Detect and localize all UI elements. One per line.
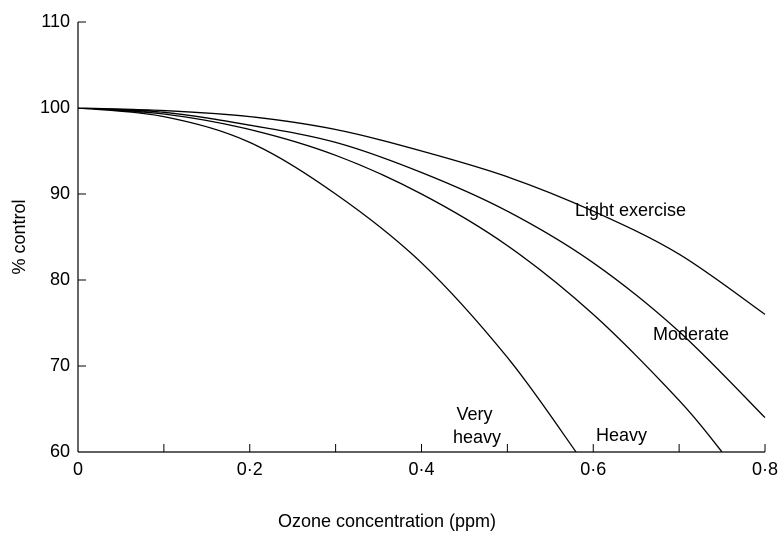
x-axis-label: Ozone concentration (ppm) <box>278 511 496 531</box>
x-tick-label: 0 <box>73 459 83 479</box>
y-tick-label: 90 <box>50 183 70 203</box>
curve <box>77 107 723 453</box>
y-tick-label: 80 <box>50 269 70 289</box>
series-label: Very heavy <box>453 404 501 447</box>
curve <box>77 107 766 315</box>
curve <box>77 107 577 453</box>
y-tick-label: 110 <box>41 11 70 31</box>
x-tick-label: 0·4 <box>408 459 434 479</box>
x-tick-label: 0·2 <box>237 459 263 479</box>
curve <box>77 107 766 419</box>
y-axis-label: % control <box>9 199 29 274</box>
y-tick-label: 70 <box>50 355 70 375</box>
series-label: Heavy <box>596 425 647 445</box>
y-tick-label: 60 <box>50 441 70 461</box>
x-tick-label: 0·8 <box>752 459 778 479</box>
y-tick-label: 100 <box>40 97 70 117</box>
series-label: Moderate <box>653 324 729 344</box>
x-tick-label: 0·6 <box>580 459 606 479</box>
series-label: Light exercise <box>575 200 686 220</box>
